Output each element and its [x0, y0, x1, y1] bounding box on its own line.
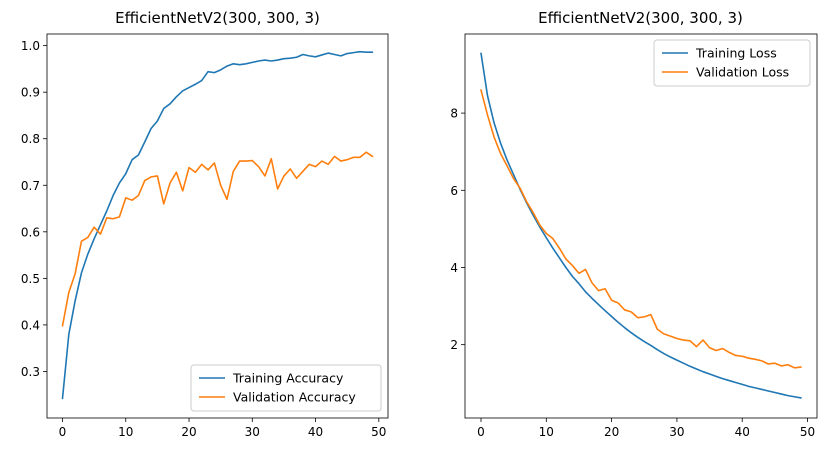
- accuracy-chart-title: EfficientNetV2(300, 300, 3): [115, 9, 320, 27]
- accuracy-plot-frame: [46, 33, 389, 419]
- loss-series-1: [480, 89, 802, 369]
- loss-series-line-0: [480, 52, 802, 399]
- loss-plot-frame: [464, 33, 818, 419]
- accuracy-x-tick-label: 10: [118, 425, 133, 439]
- accuracy-x-ticks: 0 10 20 30 40 50: [59, 418, 386, 439]
- loss-y-tick-label: 4: [450, 261, 458, 275]
- accuracy-y-tick-label: 0.7: [21, 179, 40, 193]
- accuracy-y-tick-label: 0.5: [21, 272, 40, 286]
- accuracy-chart: EfficientNetV2(300, 300, 3) 0 10 20 30 40 50 …: [21, 9, 389, 439]
- loss-chart: EfficientNetV2(300, 300, 3) 0 10 20 30 40 50 …: [450, 9, 818, 439]
- loss-y-ticks: 2 4 6 8: [450, 107, 465, 352]
- loss-x-tick-label: 10: [539, 425, 554, 439]
- loss-series-layer: [480, 52, 802, 399]
- accuracy-legend-box: [190, 364, 382, 412]
- accuracy-y-tick-label: 0.3: [21, 365, 40, 379]
- accuracy-y-tick-label: 0.9: [21, 86, 40, 100]
- accuracy-y-tick-label: 0.8: [21, 132, 40, 146]
- accuracy-y-tick-label: 0.4: [21, 318, 40, 332]
- accuracy-series-line-0: [61, 50, 374, 400]
- loss-chart-title: EfficientNetV2(300, 300, 3): [538, 9, 743, 27]
- loss-series-line-1: [480, 89, 802, 369]
- loss-x-tick-label: 50: [800, 425, 815, 439]
- accuracy-y-ticks: 0.3 0.4 0.5 0.6 0.7 0.8 0.9 1.0: [21, 39, 47, 379]
- loss-legend-box: [653, 39, 811, 87]
- legend-label-training-loss: Training Loss: [695, 46, 777, 61]
- accuracy-series-1: [61, 151, 374, 327]
- accuracy-series-0: [61, 50, 374, 400]
- loss-x-tick-label: 0: [477, 425, 485, 439]
- accuracy-y-tick-label: 1.0: [21, 39, 40, 53]
- loss-y-tick-label: 2: [450, 338, 458, 352]
- accuracy-legend: Training Accuracy Validation Accuracy: [190, 364, 382, 412]
- accuracy-x-tick-label: 0: [59, 425, 67, 439]
- accuracy-series-layer: [61, 50, 374, 400]
- loss-y-tick-label: 8: [450, 107, 458, 121]
- loss-x-tick-label: 30: [669, 425, 684, 439]
- legend-label-validation-loss: Validation Loss: [696, 65, 789, 80]
- legend-label-validation-accuracy: Validation Accuracy: [233, 390, 356, 405]
- accuracy-x-tick-label: 50: [371, 425, 386, 439]
- accuracy-x-tick-label: 40: [308, 425, 323, 439]
- accuracy-y-tick-label: 0.6: [21, 225, 40, 239]
- loss-x-tick-label: 40: [735, 425, 750, 439]
- accuracy-x-tick-label: 20: [181, 425, 196, 439]
- accuracy-series-line-1: [61, 151, 374, 327]
- accuracy-x-tick-label: 30: [245, 425, 260, 439]
- loss-x-tick-label: 20: [604, 425, 619, 439]
- loss-legend: Training Loss Validation Loss: [653, 39, 811, 87]
- loss-y-tick-label: 6: [450, 184, 458, 198]
- loss-series-0: [480, 52, 802, 399]
- loss-x-ticks: 0 10 20 30 40 50: [477, 418, 815, 439]
- legend-label-training-accuracy: Training Accuracy: [232, 371, 344, 386]
